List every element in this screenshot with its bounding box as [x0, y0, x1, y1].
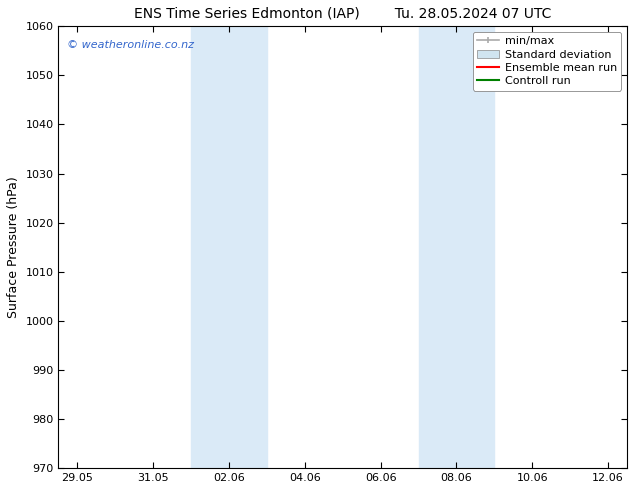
- Bar: [418, 26, 495, 468]
- Title: ENS Time Series Edmonton (IAP)        Tu. 28.05.2024 07 UTC: ENS Time Series Edmonton (IAP) Tu. 28.05…: [134, 7, 552, 21]
- Legend: min/max, Standard deviation, Ensemble mean run, Controll run: min/max, Standard deviation, Ensemble me…: [472, 32, 621, 91]
- Y-axis label: Surface Pressure (hPa): Surface Pressure (hPa): [7, 176, 20, 318]
- Text: © weatheronline.co.nz: © weatheronline.co.nz: [67, 40, 194, 49]
- Bar: [191, 26, 267, 468]
